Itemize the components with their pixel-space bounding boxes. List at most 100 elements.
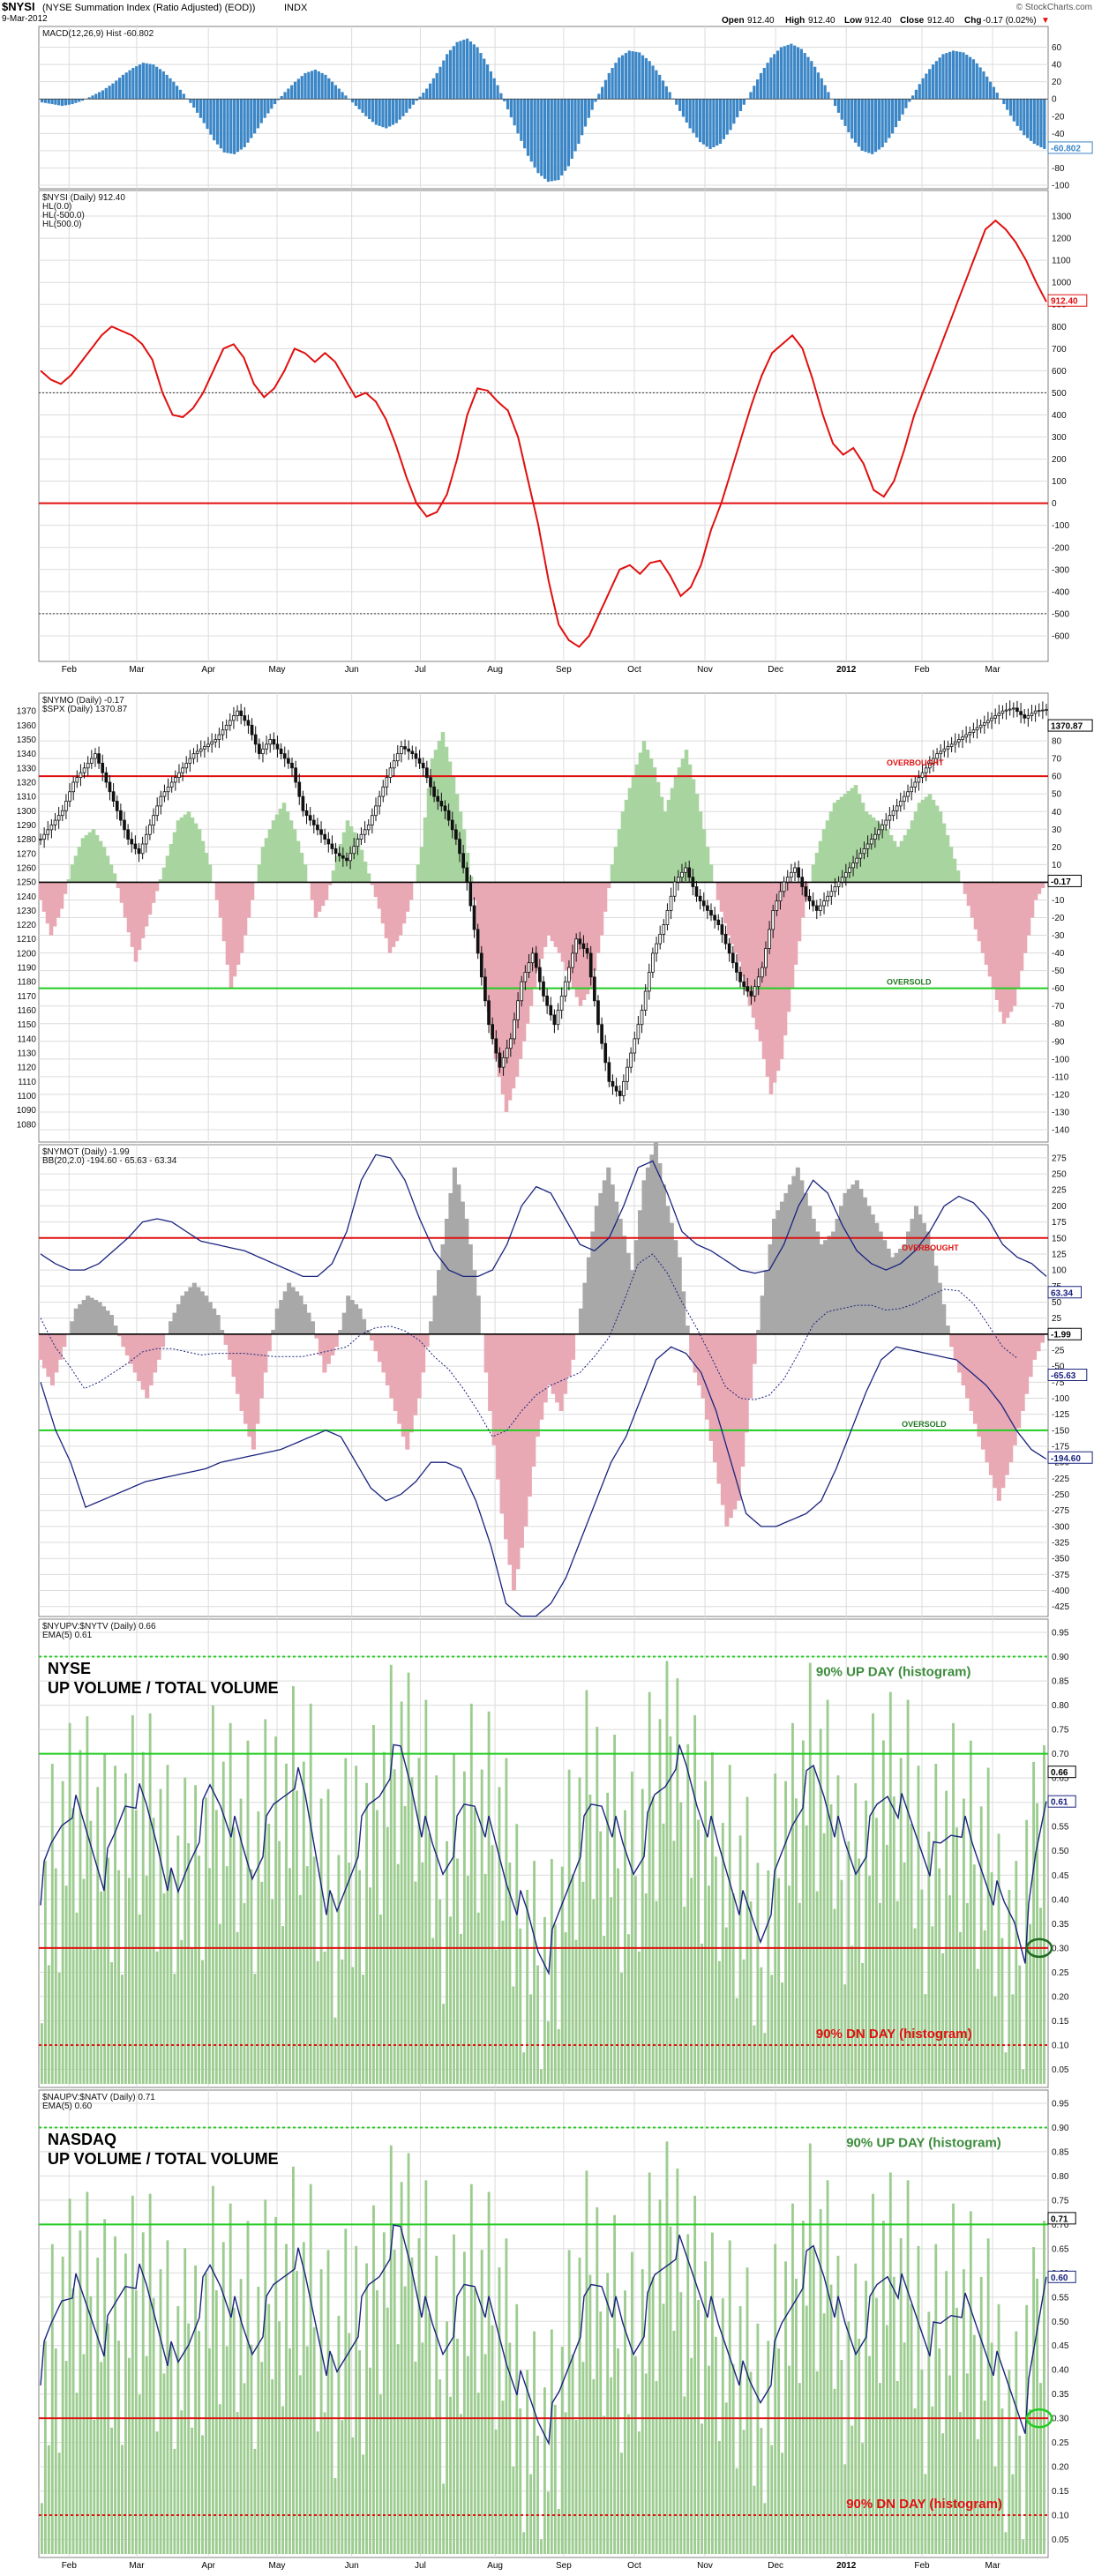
macd-histogram-bar <box>688 99 692 129</box>
header-exchange: INDX <box>284 3 308 13</box>
nymo-positive-area <box>426 788 431 883</box>
volume-ratio-bar <box>494 2429 498 2554</box>
volume-ratio-bar <box>895 1900 899 2084</box>
y-tick-label: 600 <box>1052 367 1067 377</box>
volume-ratio-bar <box>822 2313 826 2554</box>
volume-ratio-bar <box>658 1719 662 2084</box>
volume-ratio-bar <box>473 1808 476 2084</box>
nymo-positive-area <box>948 847 954 883</box>
macd-histogram-bar <box>330 81 334 100</box>
volume-ratio-bar <box>274 2216 278 2554</box>
nymot-negative-area <box>397 1333 402 1424</box>
volume-ratio-bar <box>588 2274 592 2554</box>
volume-ratio-bar <box>68 2199 71 2554</box>
volume-ratio-bar <box>557 2028 560 2084</box>
spx-candle-body <box>1011 707 1015 710</box>
macd-histogram-bar <box>678 99 682 111</box>
spx-candle-body <box>144 833 148 845</box>
y-tick-label: -275 <box>1052 1506 1069 1516</box>
nymot-negative-area <box>413 1333 418 1415</box>
y-tick-label: -70 <box>1052 1002 1065 1012</box>
spx-candle-body <box>479 952 483 978</box>
macd-histogram-bar <box>695 99 699 138</box>
volume-ratio-bar <box>435 1775 438 2084</box>
legend-entry: $NYSI (Daily) 912.40 <box>42 193 125 203</box>
month-label: Aug <box>487 665 503 675</box>
spx-candle-body <box>978 724 983 728</box>
spx-candle-body <box>971 729 976 733</box>
volume-ratio-bar <box>683 2396 686 2554</box>
volume-ratio-bar <box>271 2378 274 2554</box>
macd-histogram-bar <box>398 99 401 120</box>
volume-ratio-bar <box>372 2205 375 2554</box>
nymo-positive-area <box>878 823 883 883</box>
nymot-positive-area <box>831 1231 836 1334</box>
nymot-positive-area <box>444 1218 449 1334</box>
macd-histogram-bar <box>685 99 688 123</box>
volume-ratio-bar <box>61 1781 64 2084</box>
macd-histogram-bar <box>948 51 952 100</box>
nymot-negative-area <box>385 1333 390 1385</box>
spx-candle-body <box>924 767 928 773</box>
macd-histogram-bar <box>219 99 222 149</box>
volume-ratio-bar <box>567 2250 571 2554</box>
nymo-positive-area <box>176 820 181 883</box>
y-tick-label: 0.65 <box>1052 2244 1069 2254</box>
volume-ratio-bar <box>784 1781 787 2084</box>
nymot-positive-area <box>657 1162 663 1334</box>
macd-histogram-bar <box>698 99 702 143</box>
volume-ratio-bar <box>473 2288 476 2554</box>
macd-histogram-bar <box>141 63 145 100</box>
spx-candle-body <box>214 739 218 743</box>
volume-ratio-bar <box>355 2245 358 2554</box>
volume-ratio-bar <box>826 2180 829 2554</box>
macd-histogram-bar <box>658 74 662 100</box>
ema5-line <box>40 2224 1047 2446</box>
nymot-negative-area <box>236 1333 241 1394</box>
nymot-positive-area <box>354 1303 359 1334</box>
spx-candle-body <box>56 815 61 821</box>
header-high-label: High <box>785 16 805 26</box>
volume-ratio-bar <box>93 1949 96 2084</box>
nymo-negative-area <box>592 882 597 971</box>
volume-ratio-bar <box>424 2180 428 2554</box>
nymo-negative-area <box>543 882 548 947</box>
nymo-negative-area <box>719 882 724 912</box>
nymo-negative-area <box>779 882 784 1059</box>
macd-histogram-bar <box>446 54 449 100</box>
spx-candle-body <box>997 713 1001 716</box>
panel-frame <box>38 190 1049 662</box>
volume-ratio-bar <box>173 2448 176 2554</box>
nymot-positive-area <box>665 1206 671 1334</box>
nymo-negative-area <box>126 882 131 933</box>
nymot-positive-area <box>811 1218 816 1334</box>
volume-ratio-bar <box>246 1740 250 2084</box>
header-close-value: 912.40 <box>927 16 955 26</box>
volume-ratio-bar <box>393 1769 396 2084</box>
volume-ratio-bar <box>501 1920 505 2084</box>
macd-histogram-bar <box>712 99 716 147</box>
spx-candle-body <box>797 867 800 878</box>
nymot-negative-area <box>243 1333 248 1424</box>
spx-candle-body <box>523 972 528 982</box>
nymot-positive-area <box>282 1291 288 1334</box>
nymot-negative-area <box>129 1333 134 1364</box>
macd-histogram-bar <box>803 53 806 100</box>
nymo-positive-area <box>73 855 79 883</box>
spx-candle-body <box>1000 710 1005 714</box>
volume-ratio-bar <box>201 1960 204 2084</box>
left-y-tick-label: 1180 <box>17 978 36 988</box>
oversold-label: OVERSOLD <box>902 1420 947 1429</box>
volume-ratio-bar <box>191 1947 194 2084</box>
overbought-label: OVERBOUGHT <box>887 758 944 767</box>
volume-ratio-bar <box>592 1899 596 2084</box>
spx-candle-body <box>910 786 914 793</box>
nymo-positive-area <box>285 811 290 883</box>
nymot-positive-area <box>645 1167 650 1334</box>
volume-ratio-bar <box>309 1703 312 2084</box>
macd-histogram-bar <box>98 92 101 100</box>
volume-ratio-bar <box>801 1740 805 2084</box>
panels: 6040200-20-40-60-80-100-60.802MACD(12,26… <box>17 26 1093 2571</box>
spx-candle-body <box>534 952 538 968</box>
nymo-negative-area <box>532 882 537 989</box>
